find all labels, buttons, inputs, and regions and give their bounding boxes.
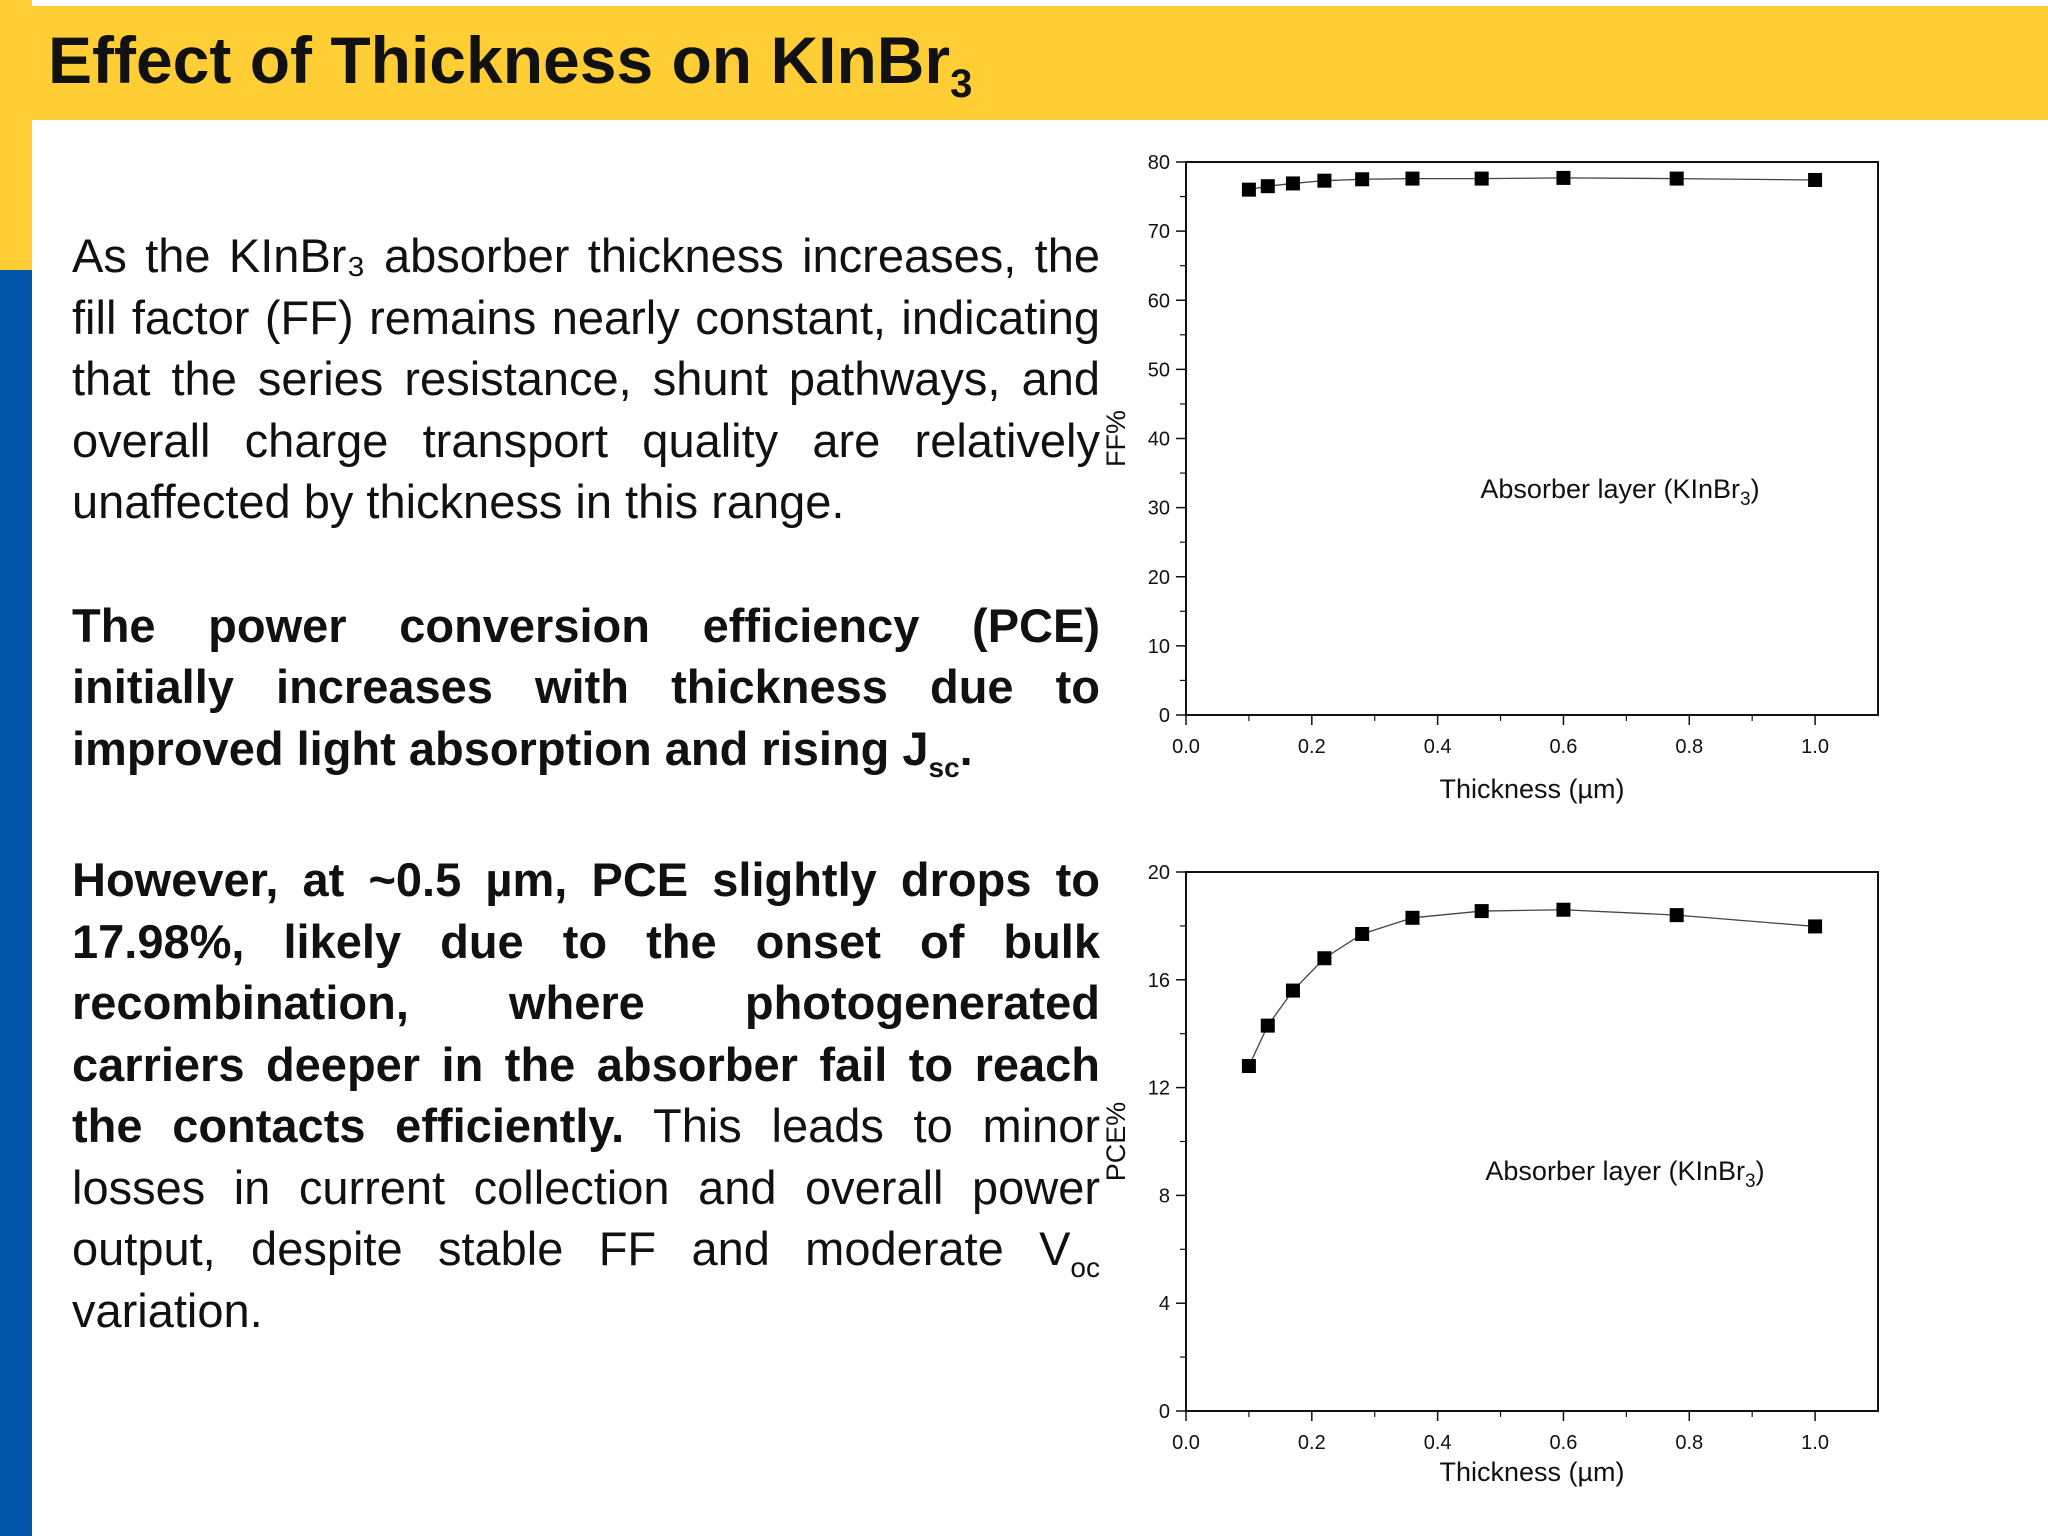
y-axis-label: PCE%: [1101, 1102, 1131, 1182]
data-point: [1669, 908, 1684, 923]
data-point: [1808, 919, 1823, 934]
plot-frame: [1185, 871, 1879, 1412]
data-point: [1808, 172, 1823, 187]
x-tick-label: 0.6: [1550, 736, 1578, 758]
y-tick-label: 50: [1148, 359, 1170, 381]
y-tick-label: 12: [1148, 1078, 1170, 1100]
x-tick-label: 0.2: [1298, 736, 1326, 758]
body-text: As the KInBr₃ absorber thickness increas…: [72, 225, 1100, 1341]
ff-chart: 0.0 0.2 0.4 0.6 0.8 1.0 0 10 20 30 40 50 60 70 80 Thick…: [1101, 152, 1879, 804]
data-point: [1317, 951, 1332, 966]
slide-title: Effect of Thickness on KInBr3: [48, 24, 972, 106]
x-axis-label: Thickness (µm): [1439, 774, 1624, 804]
series-line: [1248, 177, 1816, 191]
p3-dot: .: [611, 1099, 625, 1152]
y-tick-label: 70: [1148, 221, 1170, 243]
data-point: [1355, 172, 1370, 187]
p2-subscript: sc: [928, 751, 960, 783]
y-tick-label: 10: [1148, 636, 1170, 658]
paragraph-pce-drop: However, at ~0.5 µm, PCE slightly drops …: [72, 849, 1100, 1341]
title-main: Effect of Thickness on KInBr: [48, 23, 951, 97]
x-tick-label: 0.8: [1675, 1432, 1703, 1454]
x-tick-label: 0.8: [1675, 736, 1703, 758]
x-tick-label: 0.0: [1172, 1432, 1200, 1454]
x-tick-label: 0.2: [1298, 1432, 1326, 1454]
data-point: [1241, 182, 1256, 197]
p2-main: The power conversion efficiency (PCE) in…: [72, 598, 1100, 775]
chart-annotation: Absorber layer (KInBr3): [1480, 474, 1759, 510]
y-tick-label: 30: [1148, 498, 1170, 520]
x-tick-label: 0.4: [1424, 736, 1452, 758]
p3-subscript: oc: [1070, 1252, 1100, 1283]
x-tick-label: 1.0: [1801, 1432, 1829, 1454]
y-tick-label: 0: [1159, 705, 1170, 727]
data-point: [1355, 926, 1370, 941]
y-tick-label: 4: [1159, 1293, 1170, 1315]
x-tick-label: 0.0: [1172, 736, 1200, 758]
p3-end: variation.: [72, 1283, 263, 1337]
data-point: [1285, 983, 1300, 998]
p3-normal: This leads to minor losses in current co…: [72, 1099, 1100, 1275]
x-axis-label: Thickness (µm): [1439, 1457, 1624, 1487]
paragraph-pce-increase: The power conversion efficiency (PCE) in…: [72, 595, 1100, 783]
pce-chart: 0.0 0.2 0.4 0.6 0.8 1.0 0 4 8 12 16 20 Thickness (µm…: [1101, 862, 1879, 1487]
plot-frame: [1185, 161, 1879, 716]
data-point: [1405, 171, 1420, 186]
data-point: [1241, 1059, 1256, 1074]
paragraph-ff: As the KInBr₃ absorber thickness increas…: [72, 229, 1100, 528]
accent-bar-blue: [0, 270, 32, 1536]
data-point: [1474, 904, 1489, 919]
title-subscript: 3: [950, 62, 973, 106]
p2-end: .: [959, 721, 973, 775]
data-point: [1669, 171, 1684, 186]
y-tick-label: 16: [1148, 970, 1170, 992]
y-tick-label: 60: [1148, 290, 1170, 312]
series-line: [1248, 909, 1816, 1067]
accent-bar-yellow: [0, 0, 32, 270]
y-tick-label: 0: [1159, 1401, 1170, 1423]
data-point: [1474, 171, 1489, 186]
data-point: [1405, 910, 1420, 925]
y-tick-label: 20: [1148, 567, 1170, 589]
chart-annotation: Absorber layer (KInBr3): [1485, 1156, 1764, 1192]
y-axis-label: FF%: [1101, 410, 1131, 467]
y-tick-label: 20: [1148, 862, 1170, 884]
x-tick-label: 0.4: [1424, 1432, 1452, 1454]
data-point: [1285, 176, 1300, 191]
y-tick-label: 40: [1148, 429, 1170, 451]
data-point: [1260, 179, 1275, 194]
x-tick-label: 0.6: [1550, 1432, 1578, 1454]
data-point: [1260, 1018, 1275, 1033]
p3-bold: However, at ~0.5 µm, PCE slightly drops …: [72, 853, 1100, 1152]
title-bar: Effect of Thickness on KInBr3: [32, 6, 2048, 120]
x-tick-label: 1.0: [1801, 736, 1829, 758]
y-tick-label: 80: [1148, 152, 1170, 174]
data-point: [1556, 170, 1571, 185]
data-point: [1317, 173, 1332, 188]
data-point: [1556, 902, 1571, 917]
y-tick-label: 8: [1159, 1185, 1170, 1207]
